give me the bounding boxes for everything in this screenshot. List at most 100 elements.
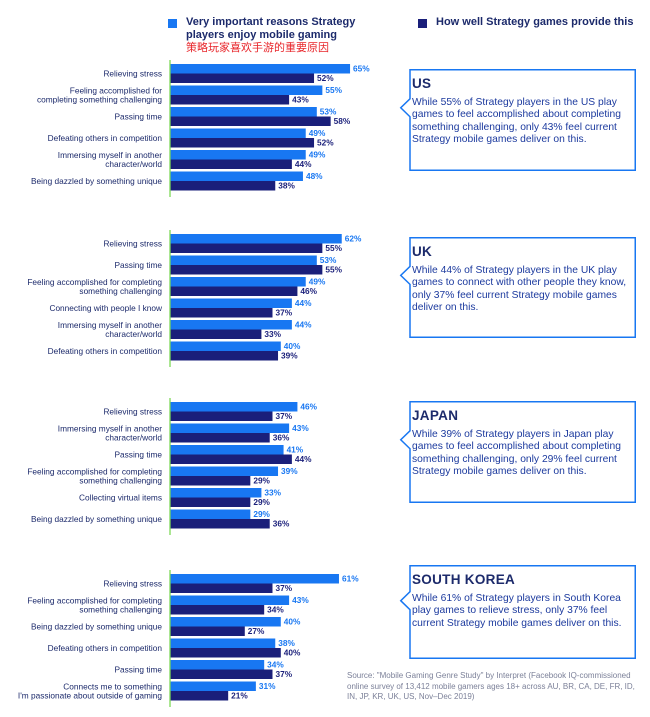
- uk-bar-provide: [170, 329, 262, 339]
- us-bar-provide: [170, 181, 276, 191]
- callout-border: [399, 565, 636, 659]
- us-bar-provide: [170, 116, 331, 126]
- japan-bar-provide: [170, 497, 251, 507]
- japan-value-important: 43%: [292, 423, 309, 433]
- uk-value-provide: 37%: [275, 308, 292, 318]
- japan-value-important: 33%: [264, 488, 281, 498]
- japan-category-label: Passing time: [115, 450, 163, 460]
- legend-provide-label: How well Strategy games provide this: [436, 16, 634, 28]
- us-category-label: Feeling accomplished for: [70, 85, 162, 95]
- uk-bar-provide: [170, 243, 323, 253]
- us-bar-provide: [170, 138, 315, 148]
- us-value-provide: 38%: [278, 181, 295, 191]
- uk-bar-important: [170, 277, 306, 287]
- uk-bar-provide: [170, 351, 279, 361]
- callout-uk-title: UK: [412, 244, 433, 259]
- japan-category-label: Feeling accomplished for completing: [27, 466, 162, 476]
- south-korea-bar-provide: [170, 583, 273, 593]
- us-bar-important: [170, 150, 306, 160]
- us-category-label: character/world: [105, 159, 162, 169]
- us-category-label: Relieving stress: [103, 69, 162, 79]
- uk-bar-important: [170, 298, 292, 308]
- south-korea-value-important: 61%: [342, 574, 359, 584]
- callout-uk-text: While 44% of Strategy players in the UK …: [412, 265, 627, 313]
- callout-border: [399, 237, 636, 338]
- callout-us-title: US: [412, 76, 432, 91]
- callout-south-korea-title: SOUTH KOREA: [412, 572, 516, 587]
- uk-value-important: 62%: [345, 234, 362, 244]
- japan-value-provide: 44%: [295, 454, 312, 464]
- us-value-important: 53%: [320, 107, 337, 117]
- japan-bar-important: [170, 466, 279, 476]
- us-value-important: 49%: [309, 128, 326, 138]
- uk-bar-provide: [170, 265, 323, 275]
- south-korea-value-provide: 37%: [275, 583, 292, 593]
- us-bar-provide: [170, 95, 290, 105]
- uk-category-label: character/world: [105, 329, 162, 339]
- callout-border: [399, 69, 636, 171]
- south-korea-bar-important: [170, 638, 276, 648]
- uk-value-provide: 55%: [325, 265, 342, 275]
- south-korea-value-provide: 40%: [284, 648, 301, 658]
- south-korea-bar-important: [170, 595, 290, 605]
- south-korea-value-important: 38%: [278, 638, 295, 648]
- us-value-important: 55%: [325, 85, 342, 95]
- south-korea-value-provide: 27%: [248, 626, 265, 636]
- japan-value-provide: 36%: [273, 519, 290, 529]
- japan-bar-provide: [170, 411, 273, 421]
- us-bar-provide: [170, 159, 292, 169]
- uk-value-provide: 46%: [300, 286, 317, 296]
- south-korea-bar-provide: [170, 669, 273, 679]
- south-korea-category-label: something challenging: [79, 605, 162, 615]
- japan-bar-provide: [170, 476, 251, 486]
- japan-value-important: 41%: [287, 445, 304, 455]
- source-note: Source: "Mobile Gaming Genre Study" by I…: [347, 671, 635, 701]
- south-korea-category-label: Connects me to something: [63, 681, 162, 691]
- us-value-important: 65%: [353, 64, 370, 74]
- south-korea-value-important: 31%: [259, 681, 276, 691]
- us-category-label: completing something challenging: [37, 95, 162, 105]
- uk-bar-provide: [170, 308, 273, 318]
- uk-value-provide: 33%: [264, 329, 281, 339]
- uk-bar-provide: [170, 286, 298, 296]
- uk-value-provide: 39%: [281, 351, 298, 361]
- south-korea-value-provide: 34%: [267, 605, 284, 615]
- chart-south-korea: 61% 37% Relieving stress 43% 34% Feeling acco…: [18, 570, 359, 707]
- us-bar-important: [170, 85, 323, 95]
- callout-south-korea-text: While 61% of Strategy players in South K…: [412, 593, 622, 629]
- legend: Very important reasons Strategy players …: [0, 16, 650, 56]
- japan-value-provide: 29%: [253, 476, 270, 486]
- south-korea-bar-important: [170, 617, 281, 627]
- uk-category-label: Relieving stress: [103, 239, 162, 249]
- us-bar-important: [170, 64, 351, 74]
- callout-japan-frame: [399, 401, 636, 503]
- legend-important-swatch: [168, 19, 177, 28]
- japan-bar-important: [170, 423, 290, 433]
- south-korea-category-label: I'm passionate about outside of gaming: [18, 691, 162, 701]
- us-bar-important: [170, 128, 306, 138]
- japan-value-important: 46%: [300, 402, 317, 412]
- uk-category-label: something challenging: [79, 286, 162, 296]
- us-value-important: 48%: [306, 171, 323, 181]
- uk-bar-important: [170, 341, 281, 351]
- legend-important-sublabel: 策略玩家喜欢手游的重要原因: [186, 42, 329, 54]
- legend-important: Very important reasons Strategy players …: [168, 16, 386, 55]
- callout-us: US While 55% of Strategy players in the …: [399, 69, 636, 171]
- uk-category-label: Feeling accomplished for completing: [27, 277, 162, 287]
- chart-us: 65% 52% Relieving stress 55% 43% Feeling acco…: [31, 60, 370, 197]
- us-category-label: Passing time: [115, 112, 163, 122]
- callout-border: [399, 401, 636, 503]
- south-korea-value-important: 40%: [284, 617, 301, 627]
- japan-value-provide: 37%: [275, 411, 292, 421]
- callout-south-korea: SOUTH KOREA While 61% of Strategy player…: [399, 565, 636, 659]
- us-category-label: Defeating others in competition: [48, 133, 163, 143]
- callout-uk: UK While 44% of Strategy players in the …: [399, 237, 636, 338]
- south-korea-category-label: Being dazzled by something unique: [31, 622, 162, 632]
- south-korea-bar-important: [170, 574, 339, 584]
- us-category-label: Being dazzled by something unique: [31, 176, 162, 186]
- legend-important-label: Very important reasons Strategy players …: [186, 16, 356, 41]
- legend-provide-swatch: [418, 19, 427, 28]
- japan-value-provide: 36%: [273, 433, 290, 443]
- us-value-provide: 44%: [295, 159, 312, 169]
